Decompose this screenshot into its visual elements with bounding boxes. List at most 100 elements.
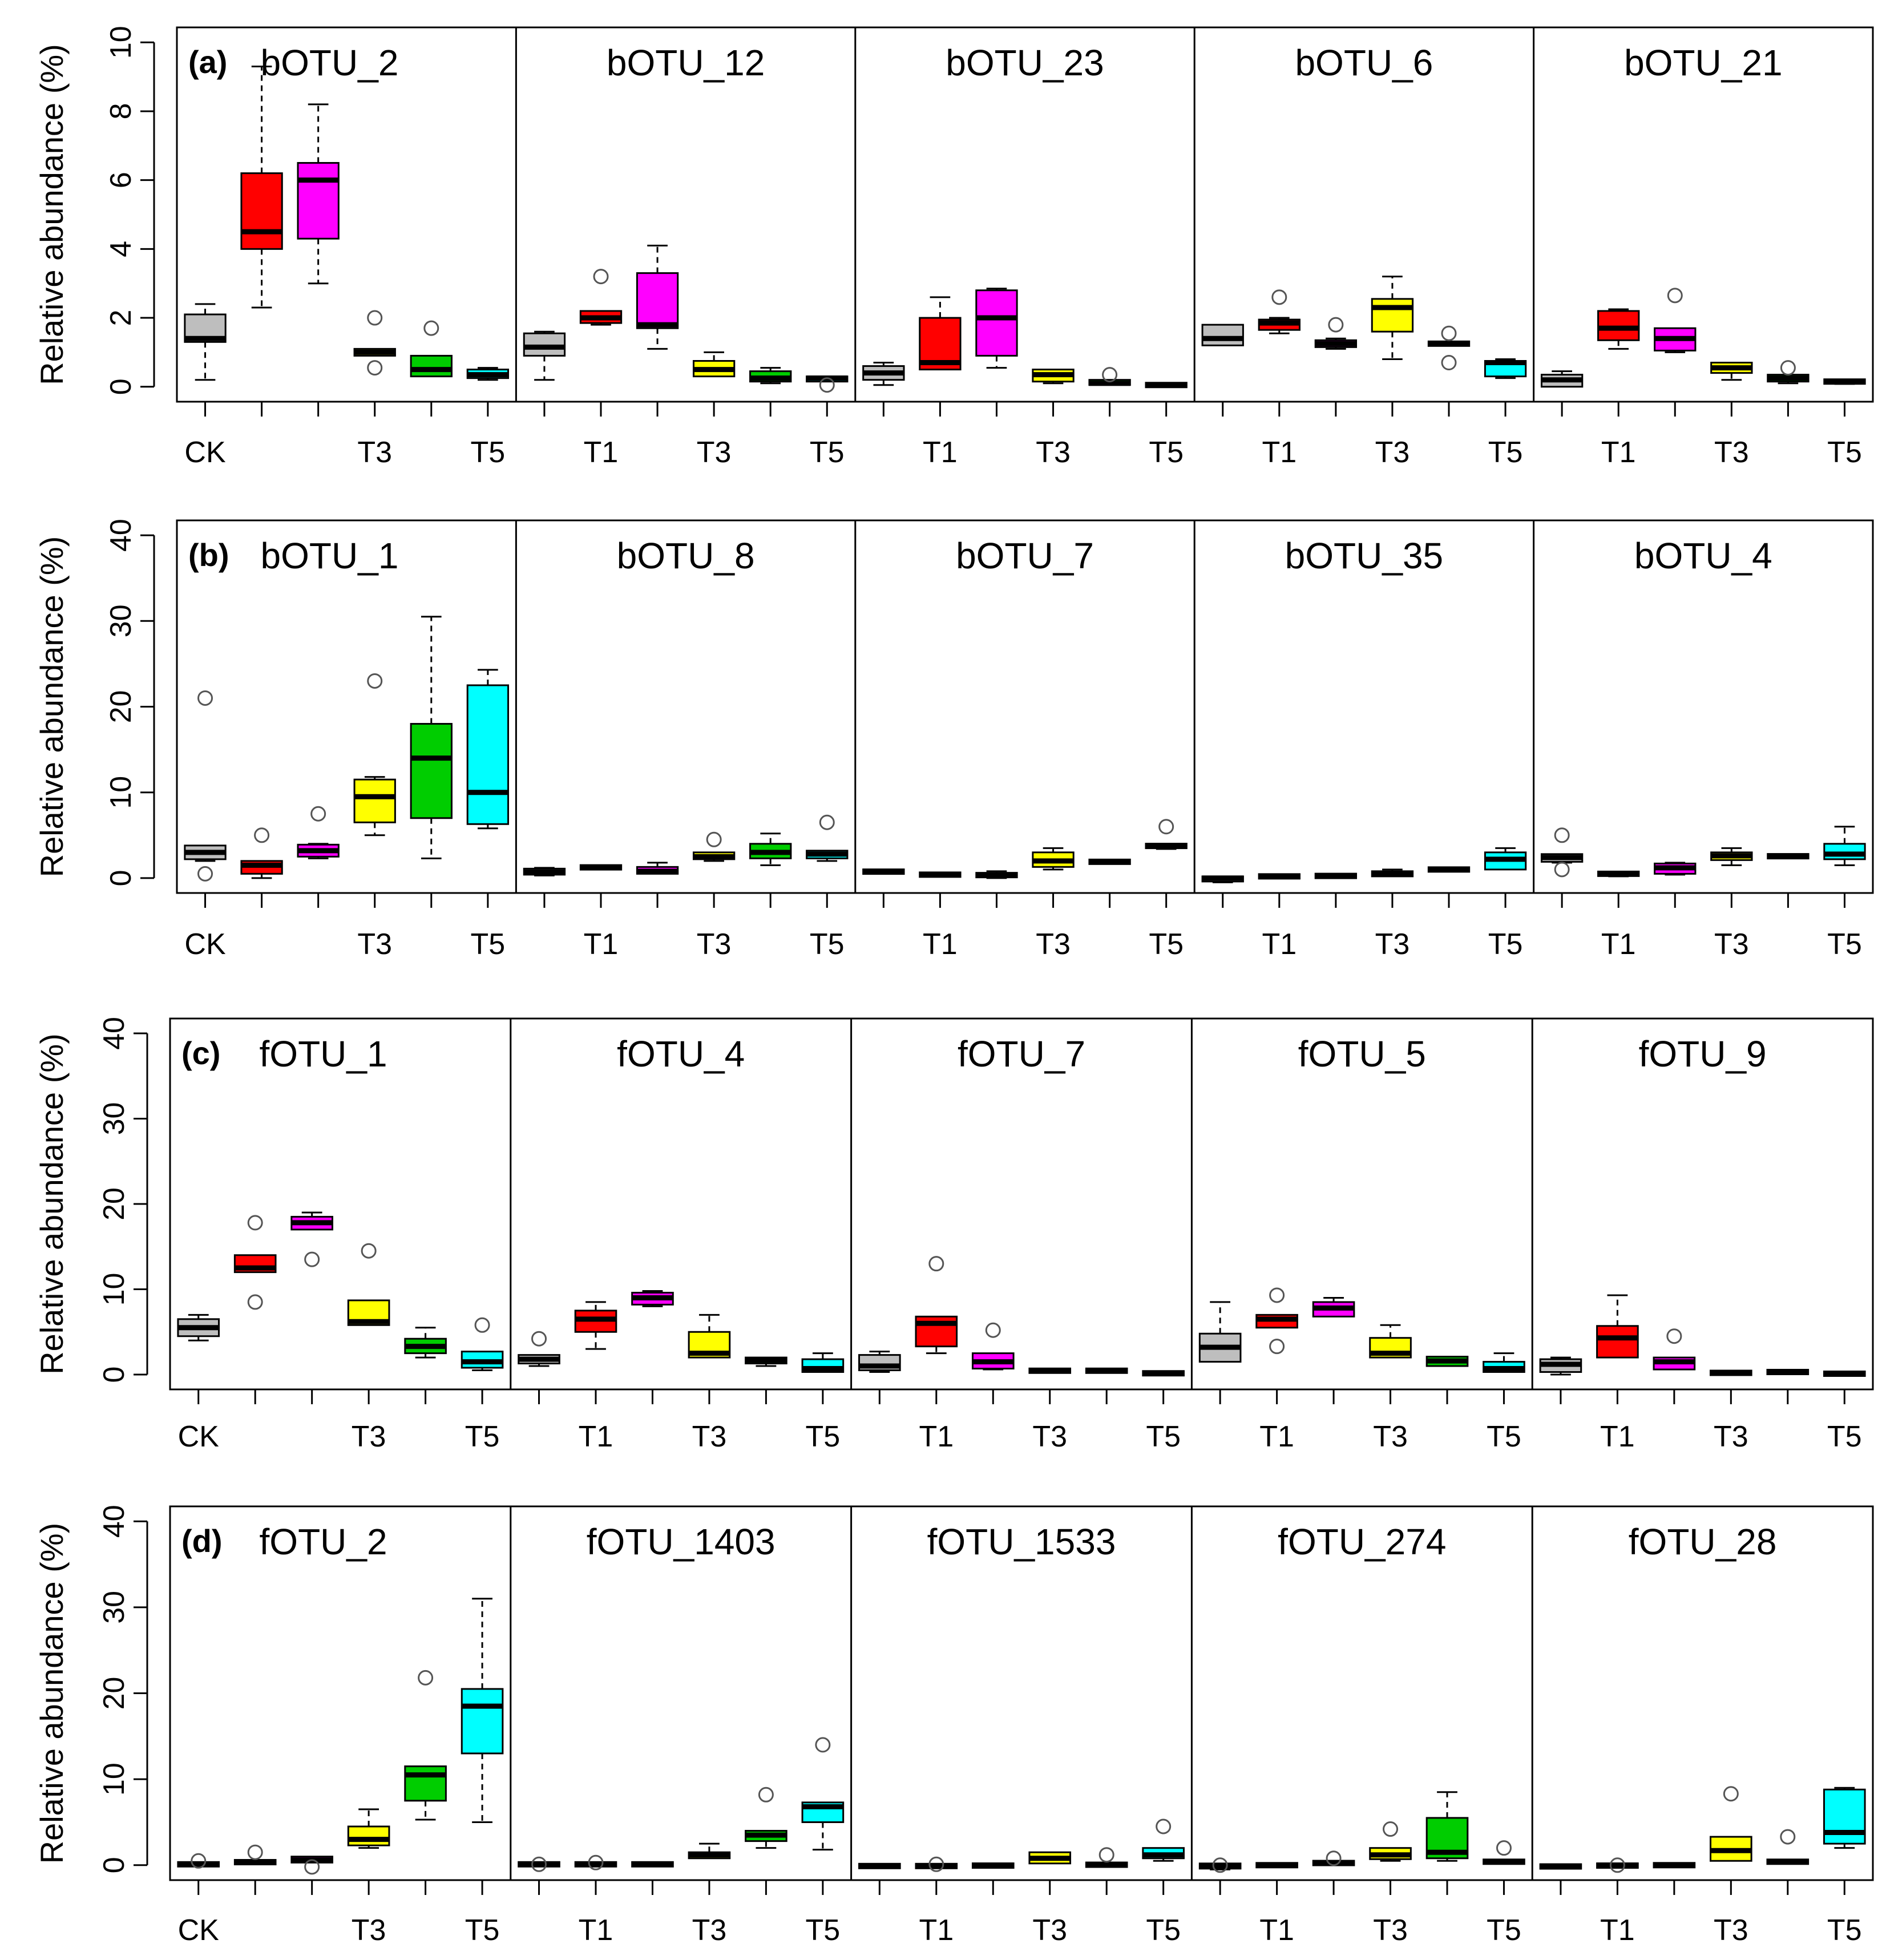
box-t1 (240, 65, 283, 309)
chart-row-a: 0 2 4 6 8 10 Relative abundance (%) (a) bOTU_2 CK… (34, 26, 1874, 469)
panel-botu_6: bOTU_6 T1 T3 T5 (1193, 27, 1527, 469)
box-t3 (1032, 847, 1075, 871)
iqr-box (636, 272, 679, 329)
plot-frame (176, 26, 1874, 403)
panel-fotu_274: fOTU_274 T1 T3 T5 (1190, 1506, 1525, 1947)
panel-title: fOTU_28 (1629, 1521, 1777, 1562)
outlier-point (1383, 1821, 1399, 1837)
x-tick-label: T5 (810, 436, 845, 469)
box-ck (1540, 370, 1584, 388)
y-tick-label: 30 (104, 604, 138, 637)
panel-title: fOTU_1533 (927, 1521, 1116, 1562)
box-t2 (1314, 317, 1358, 350)
x-tick-label: T1 (1601, 436, 1636, 469)
iqr-box (1823, 843, 1866, 860)
box-t1 (574, 1301, 617, 1350)
box-t2 (1653, 1862, 1696, 1869)
box-ck (184, 690, 227, 882)
box-ck (177, 1853, 220, 1869)
panel-botu_23: bOTU_23 T1 T3 T5 (854, 27, 1188, 469)
plot-frame (169, 1505, 1874, 1881)
outlier-point (985, 1322, 1001, 1338)
box-ck (1539, 1863, 1582, 1870)
box-t5 (466, 669, 510, 830)
box-ck (858, 1862, 901, 1869)
y-tick-label: 40 (104, 519, 138, 552)
iqr-box (466, 684, 510, 825)
panel-title: fOTU_4 (617, 1033, 745, 1074)
box-ck (862, 868, 905, 875)
box-t2 (290, 1856, 333, 1875)
y-tick-label: 0 (104, 870, 138, 886)
panel-fotu_1403: fOTU_1403 T1 T3 T5 (510, 1506, 845, 1947)
box-t5 (1142, 1370, 1185, 1377)
box-t4 (410, 320, 453, 378)
x-tick-label: T1 (1601, 928, 1636, 961)
plot-frame (176, 519, 1874, 894)
outlier-point (1212, 1857, 1228, 1873)
x-tick-label: T5 (465, 1914, 500, 1947)
box-t4 (1766, 1369, 1810, 1376)
iqr-box (410, 354, 453, 378)
box-t5 (801, 1737, 845, 1851)
box-t3 (688, 1314, 731, 1359)
x-tick-label: T1 (1262, 436, 1297, 469)
y-tick-label: 6 (104, 172, 138, 188)
box-t3 (347, 1243, 390, 1326)
box-t2 (971, 1862, 1015, 1869)
x-tick-label: T1 (923, 928, 958, 961)
x-tick-label: T3 (1032, 1914, 1067, 1947)
outlier-point (310, 806, 326, 822)
y-tick-label: 30 (98, 1102, 131, 1135)
panel-botu_35: bOTU_35 T1 T3 T5 (1193, 520, 1527, 961)
box-t5 (1823, 1371, 1866, 1377)
box-t3 (1371, 868, 1414, 878)
y-tick-label: 20 (98, 1677, 131, 1710)
box-t3 (1710, 1369, 1752, 1376)
x-tick-label: T1 (919, 1914, 954, 1947)
box-t2 (636, 244, 679, 350)
box-t4 (1085, 1367, 1128, 1374)
y-axis-label: Relative abundance (%) (34, 44, 70, 385)
outlier-point (1666, 1328, 1682, 1344)
x-tick-label: T3 (1714, 928, 1749, 961)
y-tick-label: 0 (98, 1857, 131, 1873)
outlier-point (706, 831, 722, 847)
panel-title: fOTU_1403 (587, 1521, 776, 1562)
panel-title: bOTU_12 (607, 42, 765, 83)
x-tick-label: T1 (584, 436, 619, 469)
box-t4 (1766, 1829, 1810, 1865)
box-t3 (1028, 1367, 1072, 1374)
panel-fotu_2: fOTU_2 CK T3 T5 (177, 1521, 504, 1947)
box-t3 (688, 1842, 731, 1860)
box-t4 (1085, 1847, 1128, 1868)
box-ck (523, 867, 566, 876)
x-tick-label: T5 (1827, 436, 1862, 469)
x-tick-label: T5 (806, 1420, 841, 1453)
x-tick-label: CK (178, 1420, 220, 1453)
panel-title: bOTU_1 (261, 535, 399, 576)
x-tick-label: T1 (923, 436, 958, 469)
x-tick-label: T5 (1827, 928, 1862, 961)
outlier-point (361, 1243, 377, 1259)
box-t3 (692, 351, 736, 378)
panel-title: bOTU_7 (956, 535, 1094, 576)
panel-fotu_28: fOTU_28 T1 T3 T5 (1531, 1506, 1866, 1947)
iqr-box (1597, 310, 1640, 341)
box-t3 (1028, 1851, 1072, 1865)
panel-title: bOTU_2 (261, 42, 399, 83)
outlier-point (1780, 1829, 1796, 1845)
box-t3 (1369, 1324, 1412, 1359)
box-t5 (806, 814, 849, 862)
x-tick-label: T1 (579, 1420, 613, 1453)
box-t1 (1597, 308, 1640, 350)
panel-fotu_1533: fOTU_1533 T1 T3 T5 (850, 1506, 1185, 1947)
outlier-point (1269, 1339, 1285, 1355)
box-ck (1539, 1356, 1582, 1376)
x-tick-label: T5 (1488, 436, 1523, 469)
outlier-point (474, 1317, 490, 1333)
box-t5 (1483, 1840, 1525, 1865)
x-tick-label: T3 (352, 1420, 386, 1453)
x-tick-label: T3 (697, 436, 732, 469)
iqr-box (461, 1688, 504, 1755)
